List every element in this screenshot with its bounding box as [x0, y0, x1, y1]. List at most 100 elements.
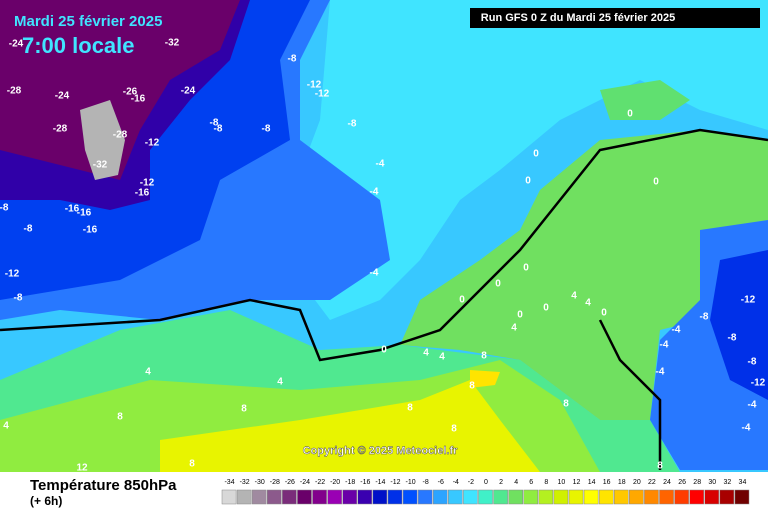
map-time: 7:00 locale [22, 33, 135, 58]
contour-label: -12 [140, 178, 155, 189]
legend-swatch [598, 489, 614, 505]
legend-swatch [478, 489, 493, 505]
legend-swatch [282, 489, 297, 505]
contour-label: -24 [181, 86, 196, 97]
legend-swatch [372, 489, 388, 505]
legend-label: -18 [345, 479, 355, 486]
legend-label: 26 [678, 479, 686, 486]
legend-swatch [327, 489, 342, 505]
legend-label: -32 [240, 479, 250, 486]
contour-label: 0 [627, 109, 633, 120]
contour-label: -24 [9, 39, 24, 50]
legend-swatch [644, 489, 659, 505]
contour-label: 0 [517, 310, 523, 321]
zone-minus24 [0, 0, 240, 180]
zero-isotherm [0, 128, 768, 470]
contour-label: -12 [315, 89, 330, 100]
contour-label: 8 [451, 424, 457, 435]
zone-minus2 [290, 0, 768, 320]
contour-label: -12 [307, 80, 322, 91]
legend-label: 6 [529, 479, 533, 486]
contour-label: 8 [657, 461, 663, 472]
copyright: Copyright © 2025 Meteociel.fr [303, 445, 459, 457]
contour-label: 8 [481, 351, 487, 362]
legend-label: 22 [648, 479, 656, 486]
contour-label: -16 [135, 188, 150, 199]
contour-label: 4 [511, 323, 517, 334]
legend-label: 4 [514, 479, 518, 486]
legend-swatch [719, 489, 735, 505]
legend-label: -8 [423, 479, 429, 486]
legend-label: -34 [224, 479, 234, 486]
legend-label: -12 [390, 479, 400, 486]
legend-label: -28 [270, 479, 280, 486]
legend-label: -14 [375, 479, 385, 486]
contour-label: -28 [7, 86, 22, 97]
legend-label: -22 [315, 479, 325, 486]
legend-label: -20 [330, 479, 340, 486]
legend-label: -2 [468, 479, 474, 486]
legend-label: 16 [603, 479, 611, 486]
legend-swatch [568, 489, 584, 505]
legend-label: 24 [663, 479, 671, 486]
legend-swatch [553, 489, 569, 505]
legend-label: 32 [723, 479, 731, 486]
legend-swatch [689, 489, 704, 505]
contour-label: -4 [656, 367, 665, 378]
contour-label: -32 [165, 38, 180, 49]
legend-label: 30 [708, 479, 716, 486]
legend-swatch [674, 489, 689, 505]
footer-subtitle: (+ 6h) [30, 494, 62, 508]
contour-label: -4 [370, 187, 379, 198]
legend-swatch [629, 489, 644, 505]
contour-label: -8 [348, 119, 357, 130]
legend-swatch [508, 489, 523, 505]
zone-12 [160, 380, 540, 472]
contour-label: -8 [210, 118, 219, 129]
contour-label: -8 [700, 312, 709, 323]
contour-label: -4 [370, 268, 379, 279]
legend-swatch [463, 489, 478, 505]
legend-label: -4 [453, 479, 459, 486]
legend-swatch [448, 489, 463, 505]
contour-label: -8 [262, 124, 271, 135]
legend-swatch [221, 489, 237, 505]
contour-label: -16 [65, 204, 80, 215]
legend-swatch [523, 489, 539, 505]
contour-label: 8 [241, 404, 247, 415]
legend-label: 8 [544, 479, 548, 486]
contour-label: 4 [423, 348, 429, 359]
legend-label: -16 [360, 479, 370, 486]
contour-label: -16 [131, 94, 146, 105]
contour-label: 0 [533, 149, 539, 160]
contour-label: 4 [277, 377, 283, 388]
contour-label: -8 [748, 357, 757, 368]
contour-label: 4 [585, 298, 591, 309]
contour-label: 0 [381, 345, 387, 356]
legend-swatch [267, 489, 282, 505]
land-europe [400, 130, 768, 420]
run-box [470, 8, 760, 28]
legend-label: 20 [633, 479, 641, 486]
legend-label: 34 [739, 479, 747, 486]
contour-label: 0 [459, 295, 465, 306]
zone-16 [470, 370, 500, 388]
legend-label: 18 [618, 479, 626, 486]
contour-label: -8 [728, 333, 737, 344]
legend-swatch [583, 489, 599, 505]
contour-label: 8 [189, 459, 195, 470]
contour-label: 8 [563, 399, 569, 410]
contour-label: -12 [751, 378, 766, 389]
contour-label: 12 [76, 463, 88, 474]
legend-label: 28 [693, 479, 701, 486]
contour-label: -4 [748, 400, 757, 411]
land-north [600, 80, 690, 120]
contour-label: -8 [14, 293, 23, 304]
contour-label: 0 [495, 279, 501, 290]
contour-label: -28 [53, 124, 68, 135]
contour-label: -8 [288, 54, 297, 65]
legend-label: -30 [255, 479, 265, 486]
contour-label: 0 [543, 303, 549, 314]
contour-label: -16 [83, 225, 98, 236]
legend-swatch [659, 489, 674, 505]
